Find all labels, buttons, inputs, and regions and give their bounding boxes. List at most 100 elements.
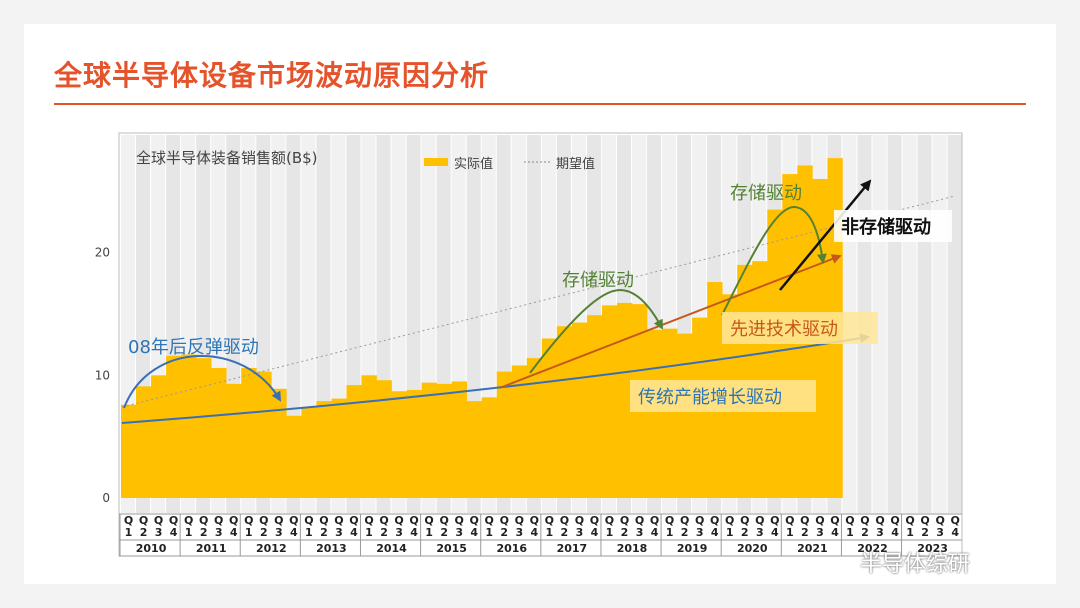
x-tick-quarter-letter: Q [439, 514, 448, 527]
legend-actual-swatch [424, 158, 448, 166]
rebound-label: 08年后反弹驱动 [128, 337, 259, 358]
bar [391, 391, 407, 498]
bar [451, 381, 467, 498]
x-tick-quarter-letter: Q [349, 514, 358, 527]
x-tick-quarter-num: 3 [515, 526, 523, 539]
bar [481, 397, 498, 498]
non-memory-label-bg [834, 210, 952, 242]
chart-title: 全球半导体装备销售额(B$) [136, 149, 318, 167]
x-tick-quarter-letter: Q [710, 514, 719, 527]
bar [571, 322, 588, 498]
x-tick-quarter-num: 1 [546, 526, 554, 539]
x-tick-quarter-num: 1 [786, 526, 794, 539]
x-tick-quarter-num: 1 [726, 526, 734, 539]
x-tick-quarter-num: 4 [290, 526, 298, 539]
x-tick-quarter-num: 4 [591, 526, 599, 539]
x-tick-quarter-num: 2 [801, 526, 809, 539]
x-tick-year: 2020 [737, 542, 768, 555]
x-axis: Q1Q2Q3Q4Q1Q2Q3Q4Q1Q2Q3Q4Q1Q2Q3Q4Q1Q2Q3Q4… [119, 513, 962, 557]
x-tick-year: 2012 [256, 542, 287, 555]
x-tick-quarter-letter: Q [695, 514, 704, 527]
x-tick-quarter-letter: Q [424, 514, 433, 527]
x-tick-quarter-letter: Q [950, 514, 959, 527]
x-tick-quarter-num: 1 [666, 526, 674, 539]
x-tick-quarter-letter: Q [905, 514, 914, 527]
x-tick-quarter-num: 1 [425, 526, 433, 539]
x-tick-quarter-letter: Q [274, 514, 283, 527]
watermark: 半导体综研 [860, 552, 971, 577]
slide-title: 全球半导体设备市场波动原因分析 [54, 59, 490, 92]
bar [346, 385, 362, 498]
memory1-arrow [529, 288, 663, 374]
stripe [887, 135, 902, 513]
bar [541, 338, 558, 498]
x-tick-quarter-letter: Q [530, 514, 539, 527]
x-tick-year: 2016 [496, 542, 527, 555]
bar [677, 333, 693, 498]
x-tick-quarter-num: 2 [380, 526, 388, 539]
y-tick-label: 20 [95, 246, 110, 260]
x-tick-quarter-num: 1 [185, 526, 193, 539]
x-tick-quarter-num: 3 [696, 526, 704, 539]
x-tick-quarter-letter: Q [605, 514, 614, 527]
x-tick-quarter-letter: Q [199, 514, 208, 527]
bar [466, 401, 483, 498]
bar [256, 371, 272, 498]
x-tick-quarter-letter: Q [515, 514, 524, 527]
x-tick-year: 2021 [797, 542, 828, 555]
x-tick-quarter-letter: Q [545, 514, 554, 527]
x-tick-quarter-letter: Q [890, 514, 899, 527]
x-tick-quarter-letter: Q [229, 514, 238, 527]
x-tick-quarter-num: 4 [651, 526, 659, 539]
x-tick-quarter-letter: Q [590, 514, 599, 527]
x-tick-quarter-num: 3 [155, 526, 163, 539]
x-tick-quarter-letter: Q [845, 514, 854, 527]
x-tick-quarter-num: 1 [365, 526, 373, 539]
bar [752, 261, 768, 498]
x-tick-quarter-num: 3 [876, 526, 884, 539]
memory2-label: 存储驱动 [730, 183, 802, 204]
x-tick-quarter-num: 2 [260, 526, 268, 539]
x-tick-quarter-letter: Q [454, 514, 463, 527]
bar [496, 371, 513, 498]
bar [166, 355, 182, 498]
bar [647, 329, 663, 498]
bar [136, 386, 152, 498]
x-tick-quarter-letter: Q [379, 514, 388, 527]
x-tick-year: 2023 [917, 542, 948, 555]
x-tick-quarter-num: 1 [305, 526, 313, 539]
bar [767, 209, 783, 498]
x-tick-quarter-letter: Q [214, 514, 223, 527]
x-tick-quarter-num: 3 [455, 526, 463, 539]
x-tick-year: 2017 [557, 542, 588, 555]
x-tick-quarter-letter: Q [665, 514, 674, 527]
bar [616, 302, 633, 498]
x-tick-quarter-letter: Q [259, 514, 268, 527]
x-tick-quarter-num: 2 [921, 526, 929, 539]
y-tick-label: 10 [95, 368, 110, 382]
non-memory-label: 非存储驱动 [841, 216, 931, 238]
x-tick-quarter-letter: Q [394, 514, 403, 527]
x-tick-quarter-letter: Q [289, 514, 298, 527]
x-tick-quarter-num: 4 [951, 526, 959, 539]
stripe [902, 135, 917, 513]
x-tick-quarter-num: 3 [576, 526, 584, 539]
x-tick-quarter-num: 3 [936, 526, 944, 539]
memory1-label: 存储驱动 [562, 270, 634, 291]
x-tick-quarter-letter: Q [364, 514, 373, 527]
x-tick-quarter-num: 2 [861, 526, 869, 539]
bar [526, 358, 543, 498]
bar [601, 305, 618, 498]
tech-label: 先进技术驱动 [730, 319, 838, 340]
bar [271, 388, 287, 498]
bar [316, 401, 332, 498]
x-tick-quarter-letter: Q [500, 514, 509, 527]
x-tick-quarter-letter: Q [334, 514, 343, 527]
y-tick-label: 0 [102, 491, 110, 505]
x-tick-quarter-num: 3 [636, 526, 644, 539]
x-tick-quarter-num: 4 [530, 526, 538, 539]
x-tick-quarter-num: 1 [125, 526, 133, 539]
x-tick-quarter-letter: Q [725, 514, 734, 527]
x-tick-quarter-num: 4 [170, 526, 178, 539]
